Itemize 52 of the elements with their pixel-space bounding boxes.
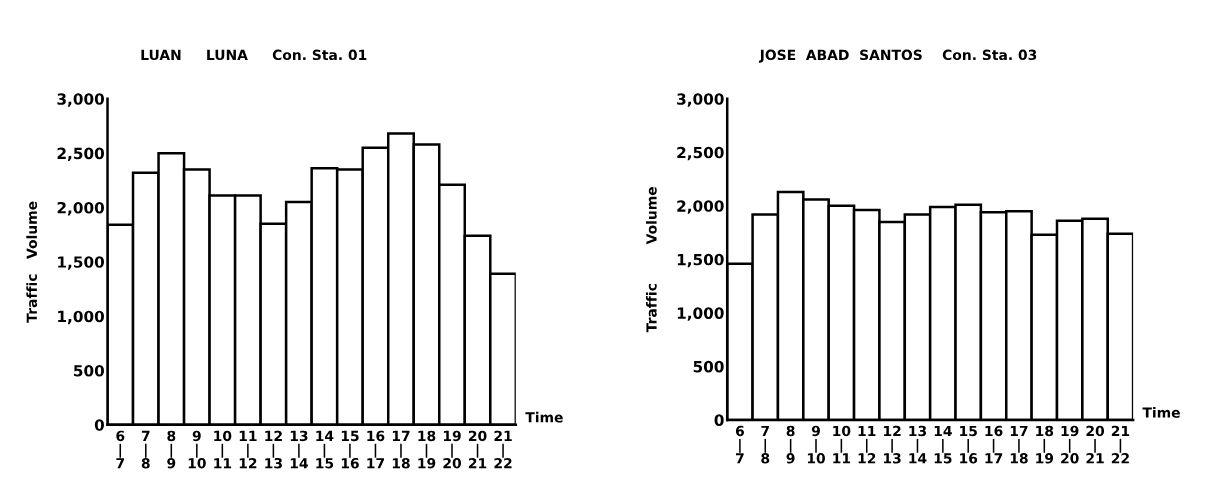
x-tick-label: 8 | 9 [786, 425, 795, 464]
y-tick-label: 1,000 [58, 310, 105, 325]
y-tick-label: 1,000 [677, 307, 724, 321]
x-tick-label: 10 | 11 [214, 430, 232, 469]
x-tick-label: 18 | 19 [418, 430, 436, 469]
y-tick-label: 2,500 [57, 147, 105, 162]
x-tick-label: 21 | 22 [1111, 425, 1130, 464]
x-tick-label: 8 | 9 [167, 430, 176, 469]
x-tick-label: 16 | 17 [367, 430, 385, 469]
y-tick-label: 1,500 [58, 256, 105, 270]
x-tick-label: 18 | 19 [1036, 425, 1054, 464]
x-tick-label: 17 | 18 [392, 430, 410, 469]
x-tick-label: 14 | 15 [316, 430, 334, 469]
y-axis-title: Traffic Volume [26, 201, 38, 323]
x-tick-label: 15 | 16 [960, 425, 978, 464]
x-tick-label: 11 | 12 [858, 425, 876, 464]
x-tick-label: 11 | 12 [239, 430, 257, 469]
x-tick-label: 13 | 14 [909, 425, 927, 464]
x-tick-label: 6 | 7 [116, 430, 125, 469]
x-tick-label: 16 | 17 [985, 425, 1003, 464]
x-tick-label: 19 | 20 [443, 430, 462, 469]
x-axis-title: Time [1142, 407, 1180, 418]
y-tick-label: 1,500 [677, 253, 724, 268]
y-tick-label: 500 [693, 360, 724, 373]
y-axis-title: Traffic Volume [646, 187, 657, 333]
x-tick-label: 9 | 10 [188, 430, 206, 469]
chart-title: LUAN LUNA Con. Sta. 01 [141, 49, 367, 61]
x-tick-label: 12 | 13 [265, 430, 282, 469]
x-axis-title: Time [525, 411, 563, 423]
chart-title: JOSE ABAD SANTOS Con. Sta. 03 [758, 49, 1037, 63]
y-tick-label: 2,000 [677, 200, 724, 214]
x-tick-label: 17 | 18 [1010, 425, 1028, 464]
y-tick-label: 3,000 [677, 93, 724, 107]
y-tick-label: 2,500 [677, 146, 724, 161]
x-tick-label: 15 | 16 [341, 430, 359, 469]
y-tick-label: 3,000 [57, 93, 105, 107]
x-tick-label: 7 | 8 [141, 430, 150, 469]
x-tick-label: 12 | 13 [884, 425, 901, 464]
y-tick-label: 2,000 [57, 201, 105, 216]
x-tick-label: 20 | 21 [468, 430, 487, 469]
x-tick-label: 14 | 15 [934, 425, 952, 464]
x-tick-label: 19 | 20 [1061, 425, 1079, 464]
y-tick-label: 0 [94, 419, 104, 431]
y-tick-label: 0 [714, 414, 724, 426]
y-tick-label: 500 [74, 364, 104, 377]
x-tick-label: 21 | 22 [494, 430, 512, 469]
x-tick-label: 13 | 14 [290, 430, 308, 469]
x-tick-label: 6 | 7 [735, 425, 744, 464]
x-tick-label: 10 | 11 [833, 425, 851, 464]
x-tick-label: 20 | 21 [1086, 425, 1105, 464]
x-tick-label: 9 | 10 [807, 425, 825, 464]
x-tick-label: 7 | 8 [761, 425, 770, 464]
